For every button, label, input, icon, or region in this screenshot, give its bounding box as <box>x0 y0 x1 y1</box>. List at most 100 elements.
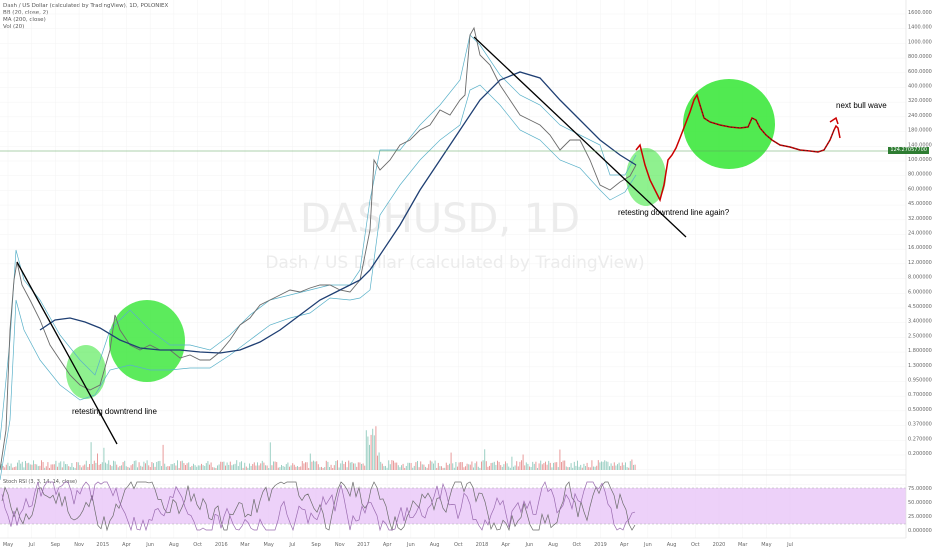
volume-bar <box>631 459 633 470</box>
volume-bar <box>212 467 214 470</box>
volume-bar <box>596 465 598 470</box>
volume-bar <box>71 463 73 470</box>
volume-bar <box>396 462 398 470</box>
volume-bar <box>92 464 94 470</box>
volume-bar <box>522 454 524 470</box>
volume-bar <box>501 466 503 470</box>
volume-bar <box>308 467 310 470</box>
volume-bar <box>204 465 206 470</box>
volume-bar <box>412 467 414 470</box>
volume-bar <box>15 466 17 470</box>
volume-bar <box>564 460 566 470</box>
volume-bar <box>55 460 57 470</box>
rsi-band <box>0 488 906 524</box>
volume-bar <box>625 462 626 470</box>
price-tick-label: 1400.000000 <box>908 25 932 31</box>
volume-bar <box>561 462 562 470</box>
volume-bar <box>124 460 126 470</box>
volume-bar <box>484 449 486 470</box>
volume-bar <box>154 466 156 470</box>
volume-bar <box>76 462 78 470</box>
volume-bar <box>231 465 233 470</box>
volume-bar <box>394 462 396 470</box>
volume-bar <box>551 467 553 470</box>
volume-bar <box>138 462 140 470</box>
volume-bar <box>581 467 583 470</box>
volume-bar <box>325 460 327 470</box>
volume-bar <box>261 460 263 470</box>
volume-bar <box>20 463 22 470</box>
volume-bar <box>469 464 471 470</box>
accumulation-circle <box>109 300 185 382</box>
price-tick-label: 0.950000 <box>908 378 932 384</box>
volume-bar <box>127 466 129 470</box>
volume-bar <box>543 463 545 470</box>
volume-bar <box>439 466 441 470</box>
price-tick-label: 400.000000 <box>908 84 932 90</box>
volume-bar <box>77 462 79 470</box>
volume-bar <box>12 467 14 470</box>
rsi-label: Stoch RSI (3, 3, 14, 14, close) <box>3 479 77 485</box>
volume-bar <box>207 461 209 470</box>
volume-bar <box>210 462 212 470</box>
time-tick-label: Jun <box>524 542 533 548</box>
volume-bar <box>60 461 62 470</box>
volume-bar <box>167 466 169 470</box>
volume-bar <box>399 467 401 470</box>
volume-bar <box>250 465 252 470</box>
volume-bar <box>188 462 190 470</box>
volume-bar <box>301 461 303 470</box>
volume-bar <box>205 463 207 470</box>
volume-bar <box>409 462 410 470</box>
volume-bar <box>50 464 52 470</box>
volume-bar <box>87 467 89 470</box>
volume-bar <box>23 467 25 470</box>
volume-bar <box>351 461 353 470</box>
price-tick-label: 80.000000 <box>908 172 932 178</box>
volume-bar <box>453 467 455 470</box>
annotation-retest-2: retesting downtrend line again? <box>618 208 730 217</box>
volume-bar <box>68 466 70 470</box>
time-tick-label: 2017 <box>357 542 370 548</box>
volume-bar <box>549 462 551 470</box>
volume-bar <box>404 467 406 470</box>
volume-bar <box>84 464 86 470</box>
time-tick-label: Sep <box>51 542 60 548</box>
volume-bar <box>9 466 10 470</box>
volume-bar <box>378 452 380 470</box>
volume-bar <box>577 460 578 470</box>
volume-bar <box>249 463 250 470</box>
price-tick-label: 140.000000 <box>908 142 932 148</box>
rsi-tick-label: 0.000000 <box>908 528 932 534</box>
volume-bar <box>442 467 444 470</box>
time-tick-label: Jun <box>145 542 154 548</box>
volume-bar <box>41 460 42 470</box>
volume-bar <box>500 465 502 470</box>
volume-bar <box>103 447 105 470</box>
time-tick-label: 2015 <box>96 542 109 548</box>
volume-bar <box>327 461 329 470</box>
volume-bar <box>151 462 153 470</box>
volume-bar <box>562 460 564 470</box>
volume-bar <box>79 465 81 470</box>
volume-bar <box>445 462 447 470</box>
volume-bar <box>557 467 559 470</box>
annotation-retest-1: retesting downtrend line <box>72 407 157 416</box>
volume-bar <box>487 466 489 470</box>
volume-bar <box>90 442 92 470</box>
volume-bar <box>177 460 178 470</box>
retest-circle-1 <box>66 345 106 399</box>
volume-bar <box>362 463 364 470</box>
time-tick-label: Jul <box>28 542 35 548</box>
volume-bar <box>385 465 386 470</box>
time-tick-label: 2020 <box>713 542 726 548</box>
volume-bar <box>143 461 145 470</box>
volume-bar <box>535 461 537 470</box>
volume-bar <box>477 466 479 470</box>
rsi-tick-label: 75.000000 <box>908 486 932 492</box>
volume-bar <box>274 461 276 470</box>
volume-bar <box>253 462 255 470</box>
legend-ma: MA (200, close) <box>3 17 46 23</box>
volume-bar <box>586 462 588 470</box>
